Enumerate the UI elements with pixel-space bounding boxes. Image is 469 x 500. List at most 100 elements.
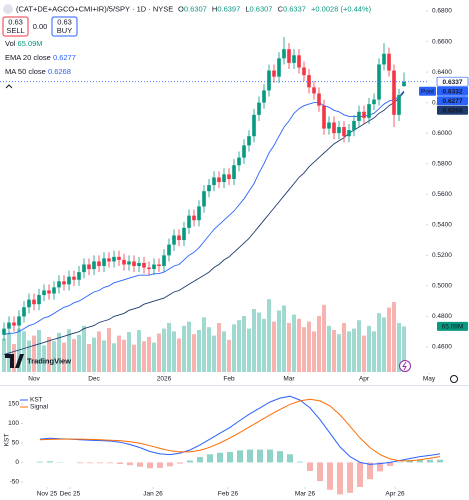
- histogram-bar: [247, 449, 253, 463]
- volume-bar: [122, 339, 126, 372]
- alert-icon[interactable]: [399, 360, 411, 372]
- candle-body: [117, 256, 121, 260]
- y-tick-label: 50: [12, 440, 20, 447]
- candle-body: [267, 70, 271, 91]
- candle-body: [72, 276, 76, 280]
- volume-bar: [372, 331, 376, 372]
- x-tick-label: 2026: [157, 376, 172, 383]
- volume-bar: [52, 341, 56, 372]
- histogram-bar: [97, 462, 103, 464]
- candle-body: [152, 264, 156, 270]
- volume-bar: [267, 299, 271, 372]
- price-tag-label: 0.6277: [443, 98, 463, 105]
- volume-bar: [2, 338, 6, 372]
- volume-tag-label: 65.09M: [442, 324, 464, 331]
- indicator-line: [39, 398, 441, 462]
- ohlc-label: H: [212, 4, 217, 13]
- high-value: 0.6397: [217, 4, 240, 13]
- volume-bar: [62, 342, 66, 372]
- candle-body: [397, 94, 401, 115]
- candle-body: [387, 53, 391, 71]
- candle-body: [37, 295, 41, 305]
- candle-body: [52, 287, 56, 294]
- candle-body: [352, 120, 356, 131]
- candle-body: [262, 90, 266, 103]
- histogram-bar: [307, 462, 313, 472]
- y-tick-label: 0.6400: [432, 69, 452, 76]
- symbol-title: (CAT+DE+AGCO+CMI+IR)/5/SPY · 1D · NYSE: [16, 4, 173, 13]
- candle-body: [302, 67, 306, 76]
- candle-body: [62, 281, 66, 285]
- volume-bar: [132, 344, 136, 372]
- histogram-bar: [337, 462, 343, 495]
- candle-body: [362, 111, 366, 118]
- volume-bar: [242, 316, 246, 372]
- volume-bar: [332, 330, 336, 372]
- candle-body: [317, 93, 321, 106]
- candle-body: [297, 55, 301, 68]
- session-tag-label: Post: [421, 88, 434, 95]
- volume-bar: [317, 316, 321, 372]
- low-value: 0.6307: [250, 4, 273, 13]
- candle-body: [257, 102, 261, 115]
- volume-bar: [347, 331, 351, 372]
- legend-entry: Signal: [30, 404, 49, 411]
- symbol-icon: [3, 4, 13, 14]
- legend-name: MA 50 close: [5, 67, 46, 76]
- candle-body: [42, 290, 46, 296]
- candle-body: [157, 264, 161, 267]
- histogram-bar: [157, 462, 163, 468]
- histogram-bar: [137, 462, 143, 467]
- collapse-chevron[interactable]: [5, 84, 13, 89]
- histogram-bar: [87, 462, 93, 464]
- kst-pane: 150 100 50 0 -50 Nov 25 Dec 25 Jan 26 Feb 26 Mar …: [8, 395, 443, 498]
- volume-bar: [227, 339, 231, 372]
- candle-body: [122, 259, 126, 265]
- histogram-bar: [297, 461, 303, 463]
- sell-button[interactable]: [2, 16, 29, 37]
- volume-bar: [222, 331, 226, 372]
- volume-bar: [352, 328, 356, 372]
- legend-value: 65.09M: [18, 39, 43, 48]
- candle-body: [217, 177, 221, 183]
- buy-button[interactable]: [51, 16, 78, 37]
- settings-icon[interactable]: [450, 375, 458, 383]
- volume-bar: [37, 330, 41, 372]
- time-axis: [0, 373, 469, 385]
- candle-body: [82, 264, 86, 273]
- histogram-bar: [47, 461, 53, 463]
- candle-body: [32, 299, 36, 305]
- volume-bar: [157, 333, 161, 372]
- candle-body: [307, 75, 311, 88]
- candle-body: [367, 104, 371, 118]
- volume-bar: [167, 323, 171, 372]
- histogram-bar: [327, 462, 333, 490]
- volume-bar: [177, 338, 181, 372]
- legend-value: 0.6268: [48, 67, 71, 76]
- buy-price: 0.63: [57, 17, 72, 26]
- histogram-bar: [317, 462, 323, 482]
- volume-bar: [217, 323, 221, 372]
- histogram-bar: [427, 459, 433, 463]
- price-tag-label: 0.6337: [443, 79, 463, 86]
- indicator-line: [3, 91, 405, 356]
- legend-value: 0.6277: [53, 53, 76, 62]
- volume-bar: [67, 329, 71, 372]
- candle-body: [192, 215, 196, 221]
- volume-bar: [147, 337, 151, 372]
- volume-bar: [212, 335, 216, 372]
- volume-bar: [202, 317, 206, 372]
- candle-body: [77, 272, 81, 280]
- candle-body: [187, 215, 191, 228]
- volume-bar: [337, 334, 341, 372]
- x-tick-label: Feb 26: [218, 491, 239, 498]
- volume-bar: [197, 330, 201, 372]
- candle-body: [277, 58, 281, 77]
- candle-body: [312, 87, 316, 94]
- price-tag: [437, 86, 468, 96]
- candle-body: [247, 136, 251, 146]
- x-tick-label: Apr: [359, 376, 370, 383]
- volume-bar: [77, 334, 81, 372]
- candle-body: [232, 165, 236, 179]
